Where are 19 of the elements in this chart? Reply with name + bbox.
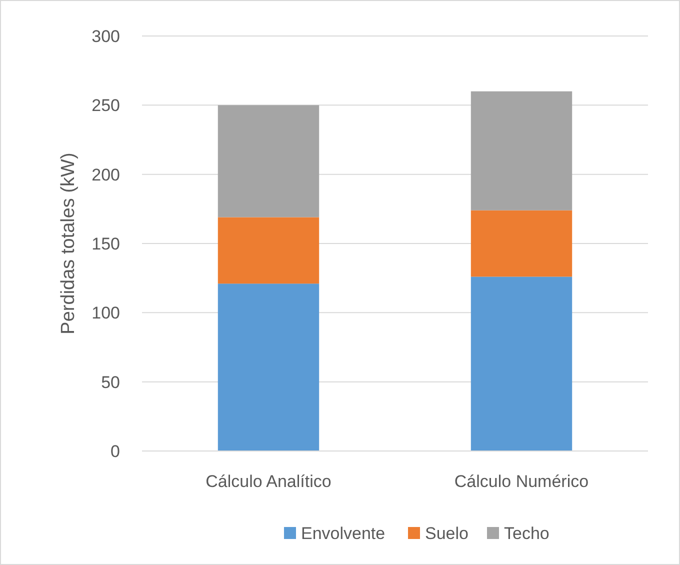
y-tick-label: 200 [92, 165, 120, 184]
bar [218, 217, 320, 284]
y-axis-title: Perdidas totales (kW) [58, 152, 79, 334]
bar [470, 276, 572, 451]
y-tick-label: 250 [92, 96, 120, 116]
legend-label: Suelo [425, 524, 468, 543]
y-tick-label: 100 [92, 304, 120, 323]
bar [470, 210, 572, 277]
x-tick-label: Cálculo Numérico [454, 472, 589, 491]
legend-label: Techo [504, 524, 550, 543]
bar [470, 91, 572, 210]
x-tick-label: Cálculo Analítico [206, 472, 332, 491]
y-tick-label: 150 [92, 234, 120, 254]
bar [218, 105, 320, 218]
y-tick-label: 50 [101, 372, 120, 392]
y-tick-label: 300 [92, 26, 120, 46]
y-tick-label: 0 [110, 442, 120, 461]
bar [218, 284, 320, 451]
legend-label: Envolvente [301, 524, 386, 543]
